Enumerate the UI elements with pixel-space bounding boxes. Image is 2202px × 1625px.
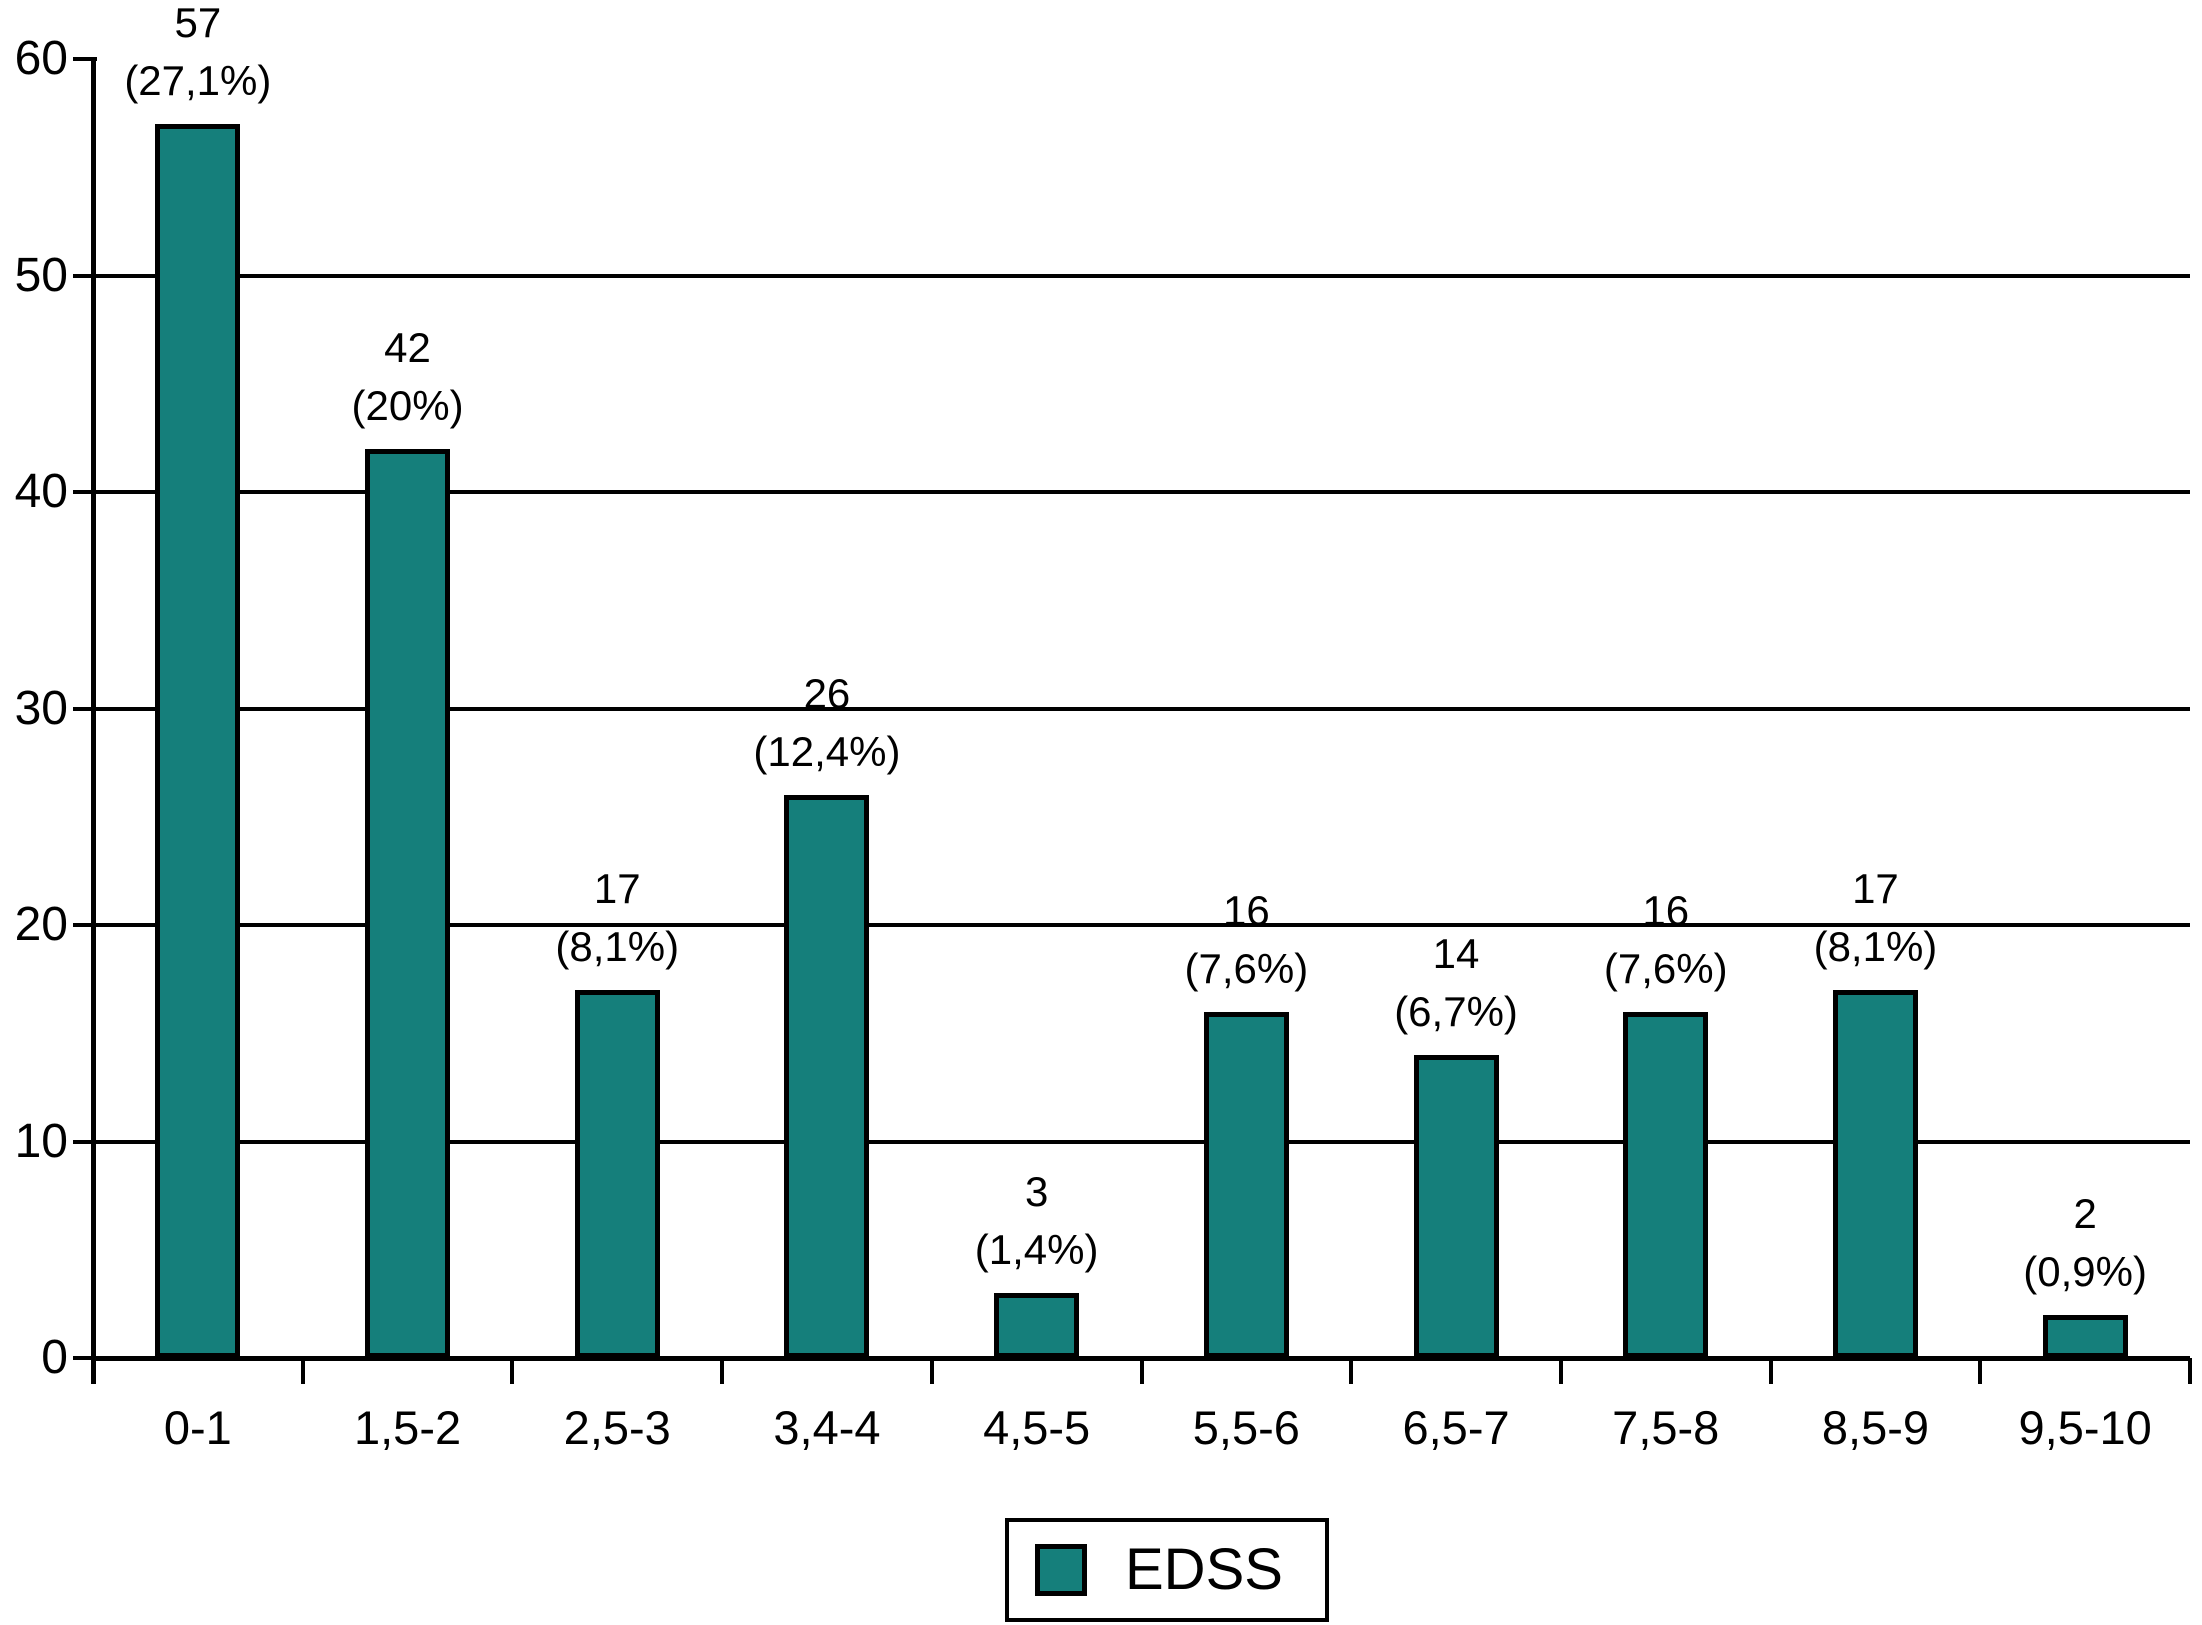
x-tick [510,1358,515,1384]
bar [784,795,870,1358]
x-tick [1768,1358,1773,1384]
bar-percent-label: (6,7%) [1394,987,1518,1035]
legend-swatch-icon [1035,1544,1087,1596]
x-category-label: 6,5-7 [1402,1401,1510,1454]
legend-label: EDSS [1125,1537,1283,1602]
y-gridline [73,273,2190,278]
bar-value-label: 17 [1852,864,1899,912]
x-category-label: 1,5-2 [353,1401,462,1454]
bar-label: 17 (8,1%) [1814,860,1938,976]
x-tick [1139,1358,1144,1384]
y-tick-label: 0 [41,1331,68,1384]
bar-percent-label: (1,4%) [974,1226,1099,1274]
x-category-label: 0-1 [163,1401,232,1454]
y-gridline [73,706,2190,711]
bar [1832,989,1918,1358]
y-axis-line [91,57,96,1384]
y-tick-label: 40 [14,465,68,518]
x-category-label: 2,5-3 [563,1401,671,1454]
bar [1203,1011,1289,1358]
bar-label: 57 (27,1%) [124,0,271,110]
bar [2042,1314,2128,1358]
bar-label: 26 (12,4%) [753,665,900,781]
x-tick [929,1358,934,1384]
y-tick [73,57,97,61]
bar-label: 2 (0,9%) [2023,1185,2147,1301]
x-tick [1558,1358,1563,1384]
y-tick-label: 50 [14,248,68,302]
legend-box: EDSS [1005,1518,1329,1622]
y-gridline [73,1139,2190,1144]
x-category-label: 3,4-4 [773,1401,881,1454]
y-gridline [73,923,2190,927]
y-tick [73,1356,93,1360]
bar [574,989,660,1358]
bar-value-label: 16 [1642,886,1690,934]
bar [155,123,241,1358]
bar-value-label: 26 [803,670,851,718]
bar-percent-label: (7,6%) [1184,944,1309,992]
bar [994,1293,1080,1358]
bar-value-label: 42 [384,323,431,371]
bar-value-label: 57 [174,0,222,46]
bar-percent-label: (7,6%) [1603,944,1728,992]
bar-label: 17 (8,1%) [555,860,679,976]
bar-value-label: 2 [2073,1189,2097,1237]
bar-value-label: 16 [1222,886,1270,934]
bar-label: 3 (1,4%) [975,1163,1099,1279]
bar-percent-label: (8,1%) [555,922,680,970]
bar [1623,1011,1709,1358]
y-tick-label: 60 [14,32,68,85]
bar-value-label: 17 [593,864,641,912]
bar-label: 16 (7,6%) [1184,882,1308,998]
bar-percent-label: (27,1%) [124,56,272,104]
bar-percent-label: (8,1%) [1813,922,1938,970]
bar [1413,1054,1499,1358]
bar-percent-label: (0,9%) [2023,1247,2147,1295]
bar-percent-label: (20%) [351,381,464,429]
bar-label: 16 (7,6%) [1604,882,1728,998]
x-category-label: 5,5-6 [1192,1401,1300,1454]
y-tick-label: 30 [14,681,68,735]
x-category-label: 8,5-9 [1821,1401,1930,1454]
bar-label: 14 (6,7%) [1394,925,1518,1041]
bar-value-label: 3 [1024,1168,1049,1216]
x-tick [1349,1358,1354,1384]
x-category-label: 7,5-8 [1612,1401,1720,1454]
x-tick [2188,1358,2192,1384]
x-category-label: 4,5-5 [983,1401,1091,1454]
x-category-label: 9,5-10 [2018,1401,2152,1454]
x-tick [300,1358,305,1384]
y-tick-label: 10 [14,1114,68,1168]
y-tick-label: 20 [14,898,68,951]
y-gridline [73,490,2190,494]
bar-percent-label: (12,4%) [753,728,901,776]
bar-value-label: 14 [1432,929,1480,977]
bar-label: 42 (20%) [352,319,464,435]
x-tick [1978,1358,1983,1384]
x-tick [720,1358,725,1384]
bar [365,448,451,1358]
